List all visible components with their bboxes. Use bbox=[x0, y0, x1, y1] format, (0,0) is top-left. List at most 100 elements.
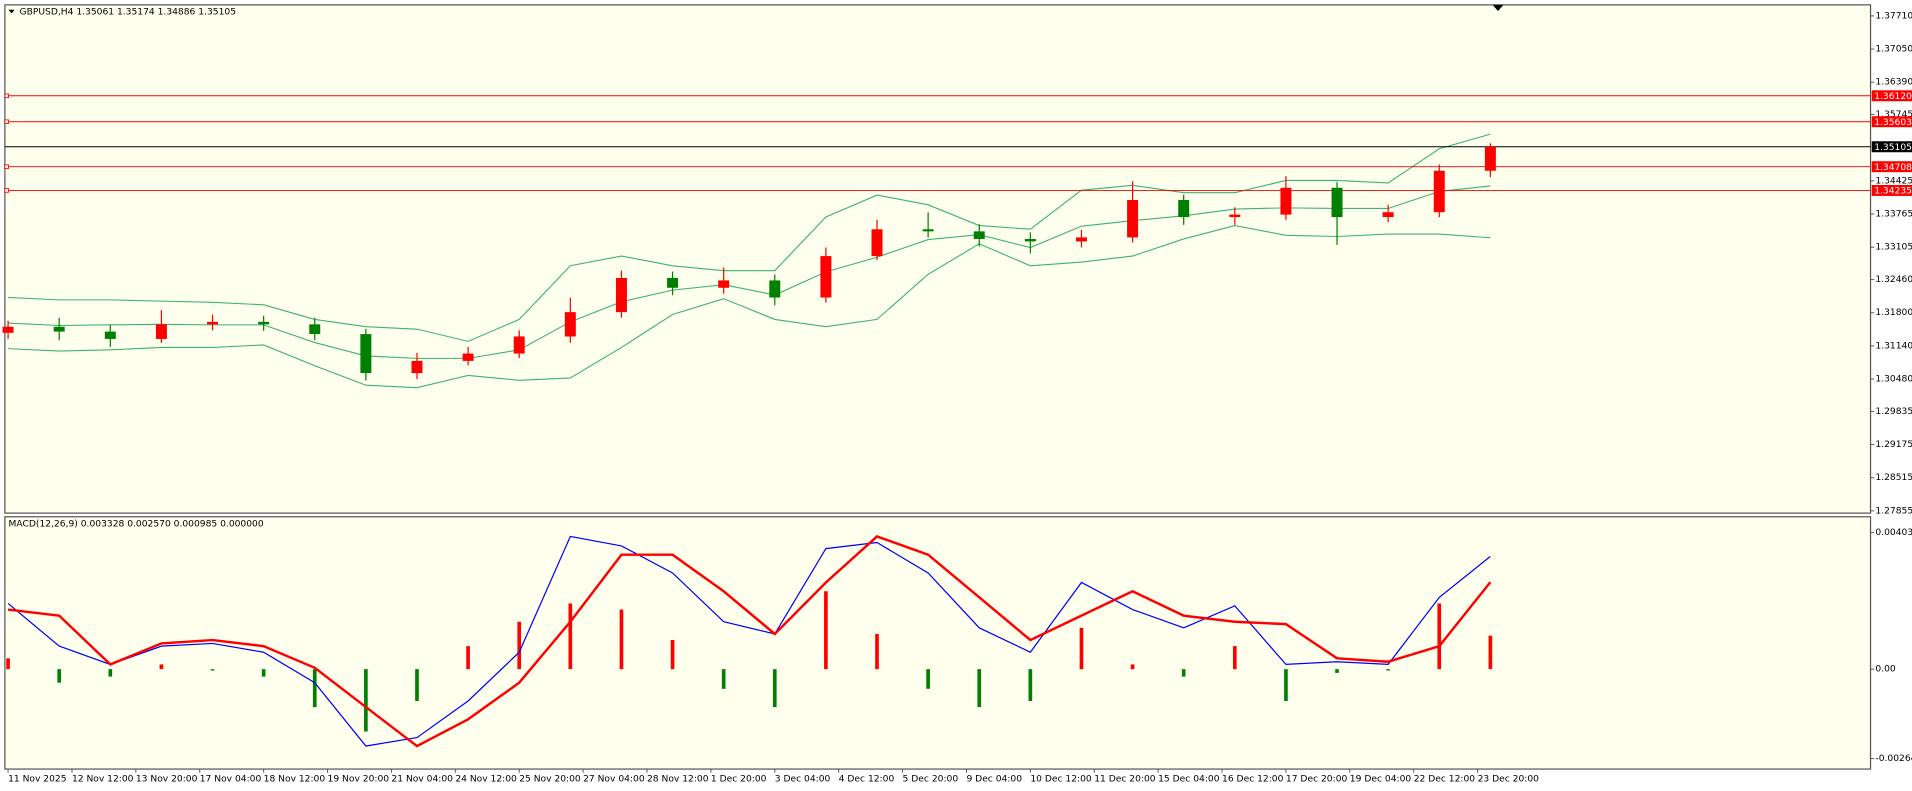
menu-arrow[interactable] bbox=[8, 9, 15, 14]
level-handle bbox=[4, 188, 9, 193]
candle-body bbox=[973, 231, 985, 240]
histogram-bar bbox=[6, 658, 10, 670]
histogram-bar bbox=[772, 669, 777, 708]
y-tick-label: 1.31800 bbox=[1875, 308, 1912, 318]
x-tick-label: 11 Dec 20:00 bbox=[1094, 774, 1156, 784]
x-tick-label: 19 Nov 20:00 bbox=[328, 774, 390, 784]
histogram-bar bbox=[108, 669, 113, 677]
level-label: 1.36120 bbox=[1874, 92, 1912, 102]
price-pane bbox=[4, 4, 1872, 514]
y-tick-label: 1.30480 bbox=[1875, 375, 1912, 385]
histogram-bar bbox=[1488, 635, 1493, 670]
histogram-bar bbox=[1232, 646, 1237, 670]
y-tick-label: 1.37050 bbox=[1875, 45, 1912, 55]
histogram-bar bbox=[57, 669, 62, 683]
candle-body bbox=[1127, 199, 1139, 238]
level-handle bbox=[4, 93, 9, 99]
macd-pane bbox=[4, 516, 1872, 770]
signal-line bbox=[7, 535, 1492, 748]
x-tick-label: 17 Nov 04:00 bbox=[200, 774, 262, 784]
level-tag bbox=[1871, 90, 1912, 102]
macd-line bbox=[7, 535, 1491, 747]
x-tick-label: 19 Dec 04:00 bbox=[1350, 774, 1412, 784]
candle-body bbox=[1178, 199, 1190, 218]
histogram-bar bbox=[926, 669, 930, 689]
level-handle bbox=[4, 119, 9, 124]
histogram-bar bbox=[517, 621, 522, 670]
y-tick-label: 1.32460 bbox=[1875, 275, 1912, 285]
x-tick-label: 12 Nov 12:00 bbox=[72, 774, 134, 784]
histogram-bar bbox=[670, 640, 675, 670]
y-tick-label: 1.36390 bbox=[1875, 78, 1912, 88]
level-tag bbox=[1871, 184, 1912, 196]
y-tick-label: 1.28515 bbox=[1875, 473, 1912, 483]
candle-body bbox=[1433, 170, 1445, 213]
bollinger-band bbox=[8, 185, 1491, 359]
candle-body bbox=[462, 353, 474, 361]
x-tick-label: 11 Nov 2025 bbox=[8, 774, 67, 784]
histogram-bar bbox=[261, 669, 266, 677]
histogram-bar bbox=[1079, 627, 1084, 670]
y-tick-label: 1.29175 bbox=[1875, 440, 1912, 450]
x-tick-label: 1 Dec 20:00 bbox=[711, 774, 767, 784]
x-tick-label: 21 Nov 04:00 bbox=[391, 774, 453, 784]
x-tick-label: 3 Dec 04:00 bbox=[775, 774, 831, 784]
histogram-bar bbox=[721, 669, 726, 689]
y-tick-label: 1.29835 bbox=[1875, 407, 1912, 417]
histogram-bar bbox=[1437, 603, 1442, 670]
candle-body bbox=[513, 336, 525, 354]
candle-body bbox=[667, 277, 679, 288]
histogram-bar bbox=[415, 669, 419, 701]
y-tick-label: 1.37710 bbox=[1875, 11, 1912, 21]
x-tick-label: 16 Dec 12:00 bbox=[1222, 774, 1284, 784]
candle-body bbox=[1024, 239, 1036, 242]
candle-body bbox=[564, 312, 576, 337]
candle-body bbox=[769, 280, 781, 298]
histogram-bar bbox=[568, 603, 573, 670]
histogram-bar bbox=[364, 669, 368, 732]
level-tag bbox=[1871, 161, 1912, 173]
y-tick-label: 1.31140 bbox=[1875, 341, 1912, 351]
candle-body bbox=[309, 324, 321, 335]
x-tick-label: 10 Dec 12:00 bbox=[1030, 774, 1092, 784]
x-tick-label: 18 Nov 12:00 bbox=[264, 774, 326, 784]
histogram-bar bbox=[1130, 664, 1135, 670]
candle-body bbox=[1484, 146, 1496, 171]
shift-marker bbox=[1492, 4, 1504, 11]
candle-body bbox=[104, 331, 116, 339]
histogram-bar bbox=[1028, 669, 1033, 701]
x-tick-label: 28 Nov 12:00 bbox=[647, 774, 709, 784]
candle-body bbox=[411, 360, 423, 374]
x-tick-label: 25 Nov 20:00 bbox=[519, 774, 581, 784]
x-tick-label: 23 Dec 20:00 bbox=[1478, 774, 1540, 784]
y-tick-label: 1.34425 bbox=[1875, 176, 1912, 186]
level-label: 1.34235 bbox=[1874, 187, 1912, 197]
x-tick-label: 17 Dec 20:00 bbox=[1286, 774, 1348, 784]
candle-body bbox=[718, 280, 730, 288]
x-tick-label: 27 Nov 04:00 bbox=[583, 774, 645, 784]
candle-body bbox=[207, 321, 219, 325]
last-price-label: 1.35105 bbox=[1874, 143, 1912, 153]
candle-body bbox=[1075, 237, 1087, 242]
x-tick-label: 4 Dec 12:00 bbox=[839, 774, 895, 784]
candle-body bbox=[922, 229, 934, 232]
histogram-bar bbox=[1284, 669, 1288, 701]
y-tick-label: 0.00403 bbox=[1875, 528, 1912, 538]
y-tick-label: 1.27855 bbox=[1875, 506, 1912, 516]
candle-body bbox=[1382, 212, 1394, 218]
histogram-bar bbox=[977, 669, 982, 708]
candle-body bbox=[53, 326, 65, 332]
bollinger-band bbox=[8, 224, 1491, 389]
candle-body bbox=[155, 324, 167, 339]
histogram-bar bbox=[619, 609, 624, 670]
x-tick-label: 15 Dec 04:00 bbox=[1158, 774, 1220, 784]
last-price-tag bbox=[1871, 141, 1912, 153]
x-tick-label: 24 Nov 12:00 bbox=[455, 774, 517, 784]
pane-title: MACD(12,26,9) 0.003328 0.002570 0.000985… bbox=[9, 520, 264, 530]
histogram-bar bbox=[210, 669, 215, 671]
candle-body bbox=[1229, 214, 1241, 218]
candle-body bbox=[871, 229, 883, 257]
candle-body bbox=[360, 334, 372, 374]
